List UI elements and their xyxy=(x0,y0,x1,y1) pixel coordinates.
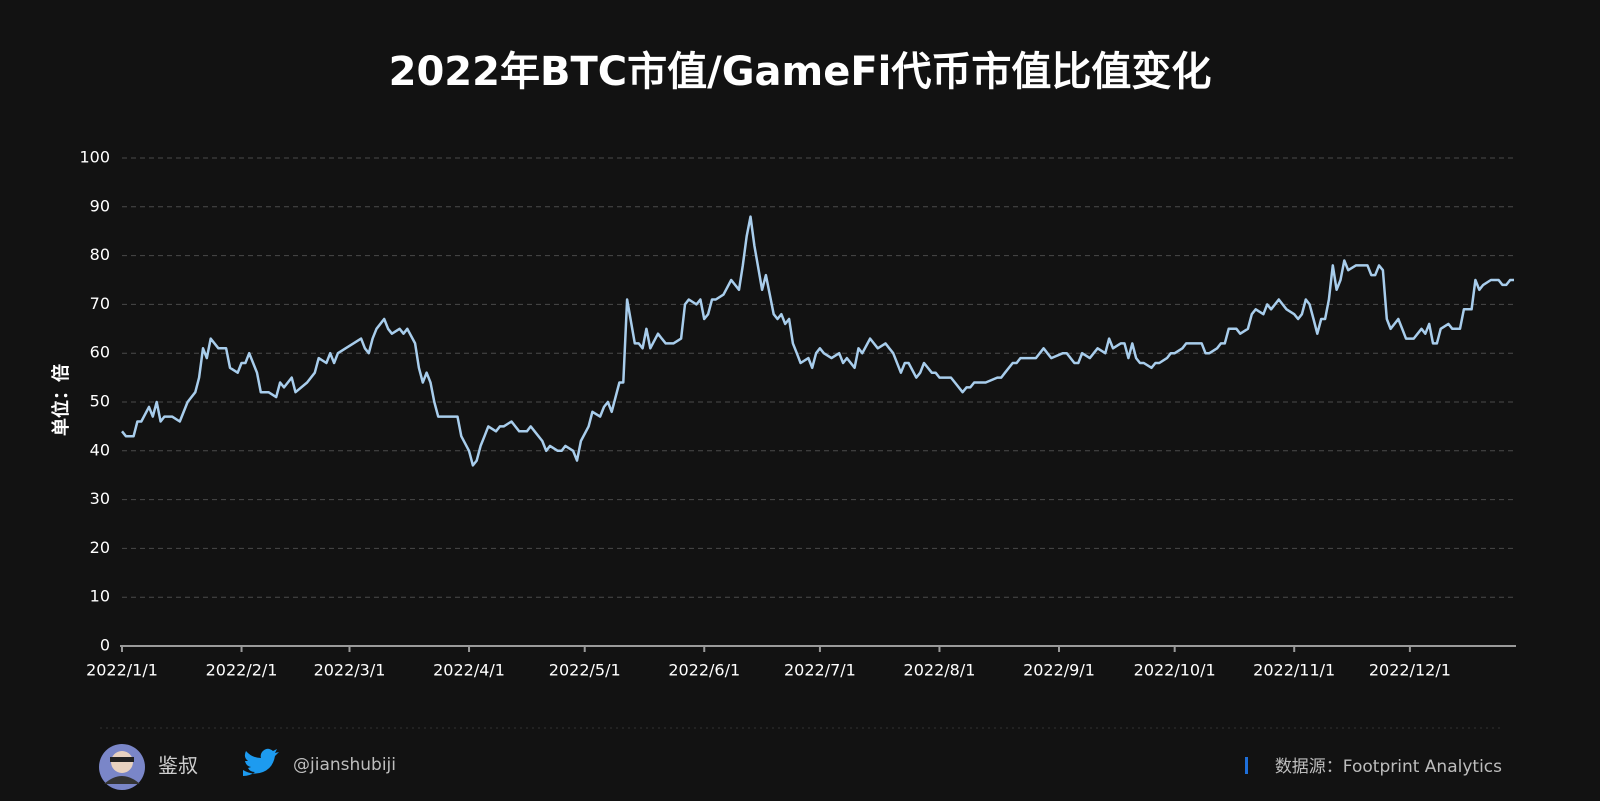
x-tick-label: 2022/5/1 xyxy=(549,661,621,680)
y-tick-label: 20 xyxy=(90,538,110,557)
x-tick-label: 2022/8/1 xyxy=(904,661,976,680)
x-tick-label: 2022/9/1 xyxy=(1023,661,1095,680)
avatar xyxy=(99,744,145,790)
x-tick-label: 2022/4/1 xyxy=(433,661,505,680)
y-tick-label: 60 xyxy=(90,343,110,362)
x-tick-label: 2022/2/1 xyxy=(206,661,278,680)
y-tick-label: 100 xyxy=(79,148,110,167)
y-tick-label: 0 xyxy=(100,636,110,655)
chart-title: 2022年BTC市值/GameFi代币市值比值变化 xyxy=(389,49,1212,95)
y-tick-label: 80 xyxy=(90,245,110,264)
y-tick-label: 70 xyxy=(90,294,110,313)
twitter-icon xyxy=(243,748,279,776)
data-source: 数据源：Footprint Analytics xyxy=(1275,757,1502,777)
y-tick-label: 10 xyxy=(90,587,110,606)
y-tick-label: 40 xyxy=(90,440,110,459)
x-tick-label: 2022/10/1 xyxy=(1134,661,1216,680)
source-marker xyxy=(1245,757,1248,774)
x-tick-label: 2022/1/1 xyxy=(86,661,158,680)
author-name: 鉴叔 xyxy=(158,754,198,778)
x-tick-label: 2022/3/1 xyxy=(314,661,386,680)
plot-area: 0 10 20 30 40 50 60 70 80 90 100 2022/1/1 2022/2/1 20… xyxy=(79,148,1516,680)
y-tick-label: 30 xyxy=(90,489,110,508)
x-tick-label: 2022/7/1 xyxy=(784,661,856,680)
y-axis-label: 单位：倍 xyxy=(50,364,72,436)
x-tick-label: 2022/12/1 xyxy=(1369,661,1451,680)
x-tick-label: 2022/6/1 xyxy=(668,661,740,680)
y-tick-label: 90 xyxy=(90,196,110,215)
data-line xyxy=(121,215,1514,467)
twitter-handle: @jianshubiji xyxy=(293,755,396,775)
y-tick-label: 50 xyxy=(90,392,110,411)
x-tick-label: 2022/11/1 xyxy=(1253,661,1335,680)
